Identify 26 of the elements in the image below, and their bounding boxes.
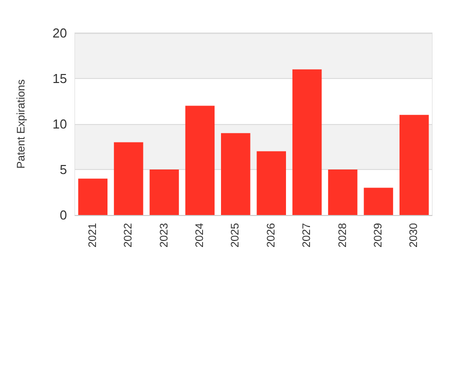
y-axis-title: Patent Expirations [16,78,28,169]
bar [400,114,429,215]
bar [364,188,394,215]
x-tick-label: 2021 [86,223,99,248]
x-tick-label: 2022 [122,223,135,248]
x-tick-label: 2029 [372,223,384,248]
x-tick-label: 2023 [158,223,170,248]
x-tick-label: 2030 [408,223,420,248]
y-tick-label: 0 [60,208,67,222]
bar [292,69,322,215]
bar [328,170,358,215]
y-tick-label: 5 [60,162,67,177]
y-tick-label: 20 [52,26,67,40]
bar [78,178,108,215]
y-tick-label: 15 [52,71,67,86]
x-tick-label: 2024 [194,223,206,248]
x-tick-label: 2027 [301,223,314,248]
x-tick-label: 2025 [230,223,242,248]
bar [185,106,215,215]
y-tick-label: 10 [52,116,67,132]
bar [150,170,179,215]
bar [114,142,144,215]
bar [256,151,286,215]
x-tick-label: 2028 [336,223,349,248]
x-tick-label: 2026 [265,223,278,248]
bar [221,133,250,215]
